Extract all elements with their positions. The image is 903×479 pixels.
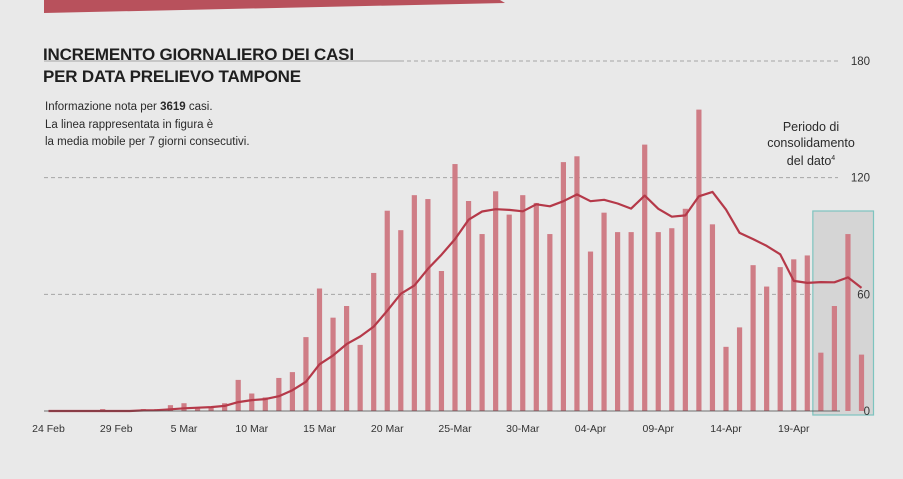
info-suffix: casi. <box>185 101 213 113</box>
x-tick-label: 15 Mar <box>303 423 336 435</box>
consolidation-text: del dato <box>786 154 832 169</box>
chart-title-line-1: INCREMENTO GIORNALIERO DEI CASI <box>43 45 354 64</box>
header-banner <box>44 0 505 13</box>
info-count: 3619 <box>160 101 186 113</box>
consolidation-footnote: 4 <box>831 155 836 162</box>
bar-day-13 <box>222 403 228 411</box>
x-tick-label: 25-Mar <box>438 423 472 435</box>
moving-average-line <box>48 190 863 413</box>
bar-day-18 <box>289 372 295 411</box>
bar-day-26 <box>398 230 404 411</box>
x-tick-label: 14-Apr <box>710 423 742 435</box>
x-axis-labels: 24 Feb 29 Feb 5 Mar 10 Mar 15 Mar 20 Mar 25-Ma… <box>32 423 810 435</box>
bar-day-56 <box>804 255 810 411</box>
info-line-3: la media mobile per 7 giorni consecutivi… <box>45 136 250 148</box>
y-tick-label: 120 <box>851 173 870 185</box>
bar-day-30 <box>452 164 458 411</box>
consolidation-label-1: Periodo di <box>782 120 840 134</box>
y-tick-label: 0 <box>864 406 870 418</box>
chart-title-line-2: PER DATA PRELIEVO TAMPONE <box>43 67 301 86</box>
bar-day-33 <box>493 191 499 411</box>
bar-day-49 <box>709 224 716 411</box>
bar-day-9 <box>167 405 174 411</box>
bar-day-47 <box>682 208 688 411</box>
bar-day-42 <box>615 232 621 411</box>
x-tick-label: 20 Mar <box>371 423 404 435</box>
bar-day-36 <box>533 202 539 411</box>
bar-day-39 <box>574 156 580 411</box>
bar-day-12 <box>208 407 214 411</box>
x-tick-label: 29 Feb <box>100 423 133 435</box>
bar-day-45 <box>655 232 661 411</box>
bar-day-58 <box>831 306 837 411</box>
x-tick-label: 19-Apr <box>778 423 810 435</box>
info-line-2: La linea rappresentata in figura è <box>45 119 214 131</box>
bar-day-22 <box>344 306 350 411</box>
bar-day-57 <box>818 352 824 411</box>
y-axis-labels: 0 60 120 180 <box>851 56 870 418</box>
bar-day-60 <box>858 354 865 411</box>
bar-day-51 <box>736 327 743 411</box>
bar-day-35 <box>520 195 526 411</box>
bar-day-34 <box>506 214 512 411</box>
x-tick-label: 24 Feb <box>32 423 65 435</box>
bar-day-15 <box>249 393 255 411</box>
bar-day-40 <box>587 251 594 411</box>
bar-day-19 <box>303 337 309 411</box>
bar-day-37 <box>547 234 553 411</box>
info-line-1: Informazione nota per 3619 casi. <box>45 101 213 113</box>
consolidation-label-2: consolidamento <box>767 136 855 150</box>
y-tick-label: 60 <box>857 289 870 301</box>
bar-day-46 <box>669 228 675 411</box>
x-tick-label: 30-Mar <box>506 423 540 435</box>
bar-day-48 <box>696 109 702 411</box>
bar-day-43 <box>628 232 634 411</box>
bar-day-21 <box>330 317 336 411</box>
bar-day-55 <box>791 259 797 411</box>
bar-day-38 <box>560 162 566 411</box>
bar-day-28 <box>425 199 431 411</box>
bar-day-59 <box>845 234 851 411</box>
bar-day-50 <box>723 346 729 411</box>
bar-day-24 <box>371 272 377 411</box>
bar-day-20 <box>316 288 323 411</box>
x-tick-label: 10 Mar <box>235 423 268 435</box>
bar-day-41 <box>601 212 607 411</box>
chart-gridlines <box>44 60 838 295</box>
bar-day-54 <box>777 267 783 411</box>
info-prefix: Informazione nota per <box>45 101 161 113</box>
bar-day-29 <box>438 271 445 411</box>
bar-day-11 <box>194 407 201 411</box>
bar-day-52 <box>750 265 756 411</box>
bar-day-32 <box>479 234 485 411</box>
x-tick-label: 5 Mar <box>171 423 198 435</box>
y-tick-label: 180 <box>851 56 870 68</box>
bar-day-23 <box>357 344 363 411</box>
bar-day-17 <box>276 377 282 411</box>
bar-day-14 <box>235 379 241 411</box>
bar-day-31 <box>465 201 472 411</box>
bar-day-16 <box>262 397 268 411</box>
x-tick-label: 09-Apr <box>642 423 674 435</box>
x-tick-label: 04-Apr <box>575 423 607 435</box>
bar-series <box>100 109 865 411</box>
bar-day-27 <box>411 195 417 411</box>
bar-day-53 <box>764 286 770 411</box>
consolidation-label-3: del dato4 <box>748 151 874 169</box>
bar-day-44 <box>642 144 648 411</box>
bar-day-10 <box>181 403 187 411</box>
